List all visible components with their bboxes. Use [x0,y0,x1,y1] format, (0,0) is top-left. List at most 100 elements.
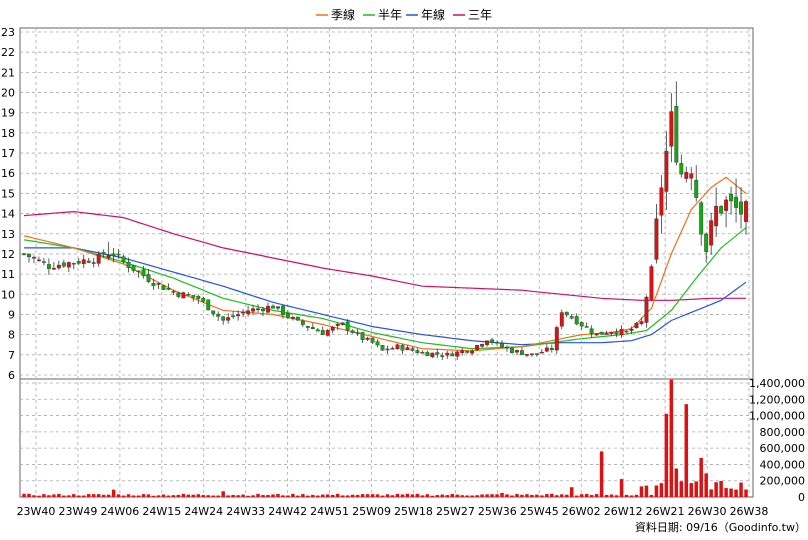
candle-body [395,344,400,350]
candle-body [425,352,430,356]
volume-bar [330,494,335,497]
volume-bar [82,495,86,497]
volume-bar [57,493,61,497]
candle-body [71,262,76,265]
volume-tick-label: 800,000 [760,426,806,439]
volume-bar [639,486,644,497]
volume-bar [659,483,664,497]
volume-tick-label: 600,000 [760,442,806,455]
volume-bar [624,494,629,497]
volume-bar [435,495,440,497]
price-tick-label: 22 [1,46,15,59]
legend-label-quarter: 季線 [331,7,355,22]
candle-body [171,291,176,293]
candle-body [689,173,694,179]
price-tick-label: 11 [1,268,15,281]
candle-body [539,351,544,354]
candle-body [201,297,206,302]
volume-bar [365,494,370,497]
x-tick-label: 24W15 [142,505,181,518]
volume-bar [211,495,215,497]
candle-body [27,253,31,258]
candle-body [166,288,171,290]
candle-body [405,347,410,351]
volume-bar [460,495,464,497]
candle-body [256,308,260,310]
candle-body [300,320,305,325]
candle-body [106,254,111,259]
volume-bar [540,495,544,497]
candle-body [544,347,549,352]
candle-body [589,328,594,334]
volume-bar [251,495,255,497]
candle-body [569,316,574,319]
volume-bar [470,495,474,497]
candle-body [236,314,241,317]
candle-body [111,253,116,257]
candle-body [679,163,684,175]
volume-bar [291,493,295,497]
candle-body [579,322,584,327]
price-tick-label: 15 [1,187,15,200]
price-tick-label: 23 [1,26,15,39]
candle-body [639,321,644,325]
volume-bar [246,495,250,497]
candle-body [455,351,460,357]
footer-source: 資料日期: 09/16（Goodinfo.tw） [635,520,806,534]
candlesticks [22,81,748,361]
x-tick-label: 23W49 [59,505,98,518]
volume-bar [440,494,445,497]
candle-body [76,261,81,264]
volume-bar [535,494,539,497]
candle-body [61,262,66,267]
candle-body [709,220,714,246]
candle-body [599,331,604,335]
candle-body [734,196,739,208]
volume-bar [350,494,355,497]
candle-body [559,312,564,327]
x-tick-label: 26W30 [688,505,727,518]
volume-bar [490,494,494,497]
volume-bar [515,494,519,497]
volume-bar [420,495,425,497]
volume-tick-label: 1,400,000 [749,377,805,390]
x-tick-label: 26W02 [562,505,601,518]
candle-body [32,257,36,259]
candle-body [684,172,689,179]
candle-body [669,111,674,147]
volume-bar [430,495,435,497]
x-tick-label: 25W27 [436,505,475,518]
volume-bar [27,493,31,497]
volume-bar [619,479,624,497]
candle-body [271,305,275,309]
x-tick-label: 25W45 [520,505,559,518]
volume-tick-label: 400,000 [760,458,806,471]
candle-body [375,341,380,346]
volume-bar [649,494,654,497]
volume-bar [629,495,634,497]
volume-bar [131,495,136,497]
candle-body [699,202,704,235]
candle-body [206,299,211,311]
volume-bar [599,451,604,497]
price-tick-label: 19 [1,107,15,120]
volume-bar [206,495,210,497]
volume-bar [42,494,46,497]
candle-body [196,296,201,299]
volume-bar [505,494,509,497]
volume-bar [266,494,270,497]
candle-body [81,259,86,265]
candle-body [56,264,61,269]
x-tick-label: 25W09 [352,505,391,518]
candle-body [390,348,395,350]
volume-bar [161,494,166,497]
volume-bar [604,494,609,497]
volume-bar [186,494,191,497]
volume-bar [565,494,569,497]
candle-body [430,352,435,358]
volume-bar [644,485,649,497]
volume-bar [256,493,260,497]
candle-body [370,337,375,343]
candle-body [146,274,151,282]
volume-bar [405,493,410,497]
